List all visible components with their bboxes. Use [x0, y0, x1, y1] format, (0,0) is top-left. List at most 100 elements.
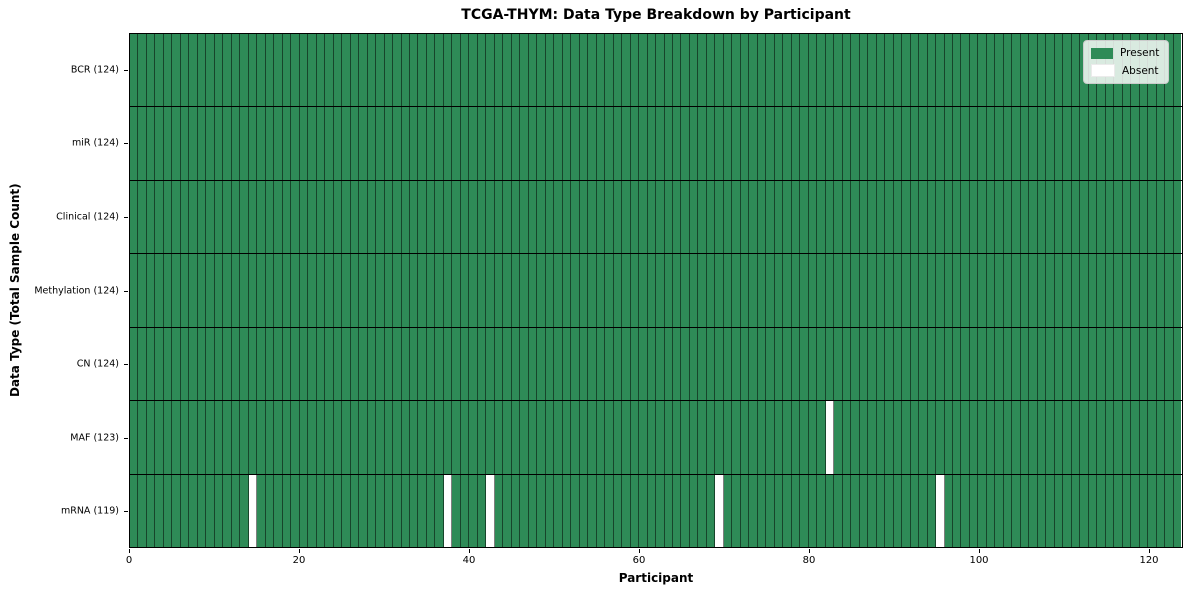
- heatmap-cell: [342, 401, 351, 474]
- heatmap-cell: [214, 34, 224, 107]
- y-axis: BCR (124) miR (124) Clinical (124) Methylat…: [0, 33, 129, 548]
- heatmap-cell: [1012, 327, 1021, 401]
- heatmap-cell: [1003, 180, 1013, 254]
- heatmap-cell: [630, 107, 640, 180]
- heatmap-cell: [257, 474, 266, 547]
- heatmap-cell: [435, 34, 444, 107]
- heatmap-cell: [308, 401, 317, 474]
- heatmap-cell: [613, 254, 623, 327]
- heatmap-cell: [180, 107, 190, 180]
- heatmap-cell: [1156, 180, 1166, 254]
- heatmap-cell: [257, 327, 266, 401]
- heatmap-cell: [579, 254, 589, 327]
- heatmap-cell: [791, 401, 801, 474]
- heatmap-cell: [927, 34, 937, 107]
- heatmap-cell: [1156, 327, 1166, 401]
- heatmap-cell: [579, 180, 589, 254]
- heatmap-cell: [503, 107, 512, 180]
- heatmap-cell: [1063, 34, 1072, 107]
- heatmap-cell: [927, 180, 937, 254]
- heatmap-cell: [910, 254, 920, 327]
- heatmap-cell: [155, 401, 164, 474]
- heatmap-cell: [1046, 180, 1055, 254]
- heatmap-cell: [130, 401, 139, 474]
- heatmap-cell: [426, 401, 436, 474]
- heatmap-cell: [537, 107, 546, 180]
- x-tick-mark: [299, 549, 300, 553]
- heatmap-cell: [401, 107, 410, 180]
- heatmap-cell: [588, 327, 597, 401]
- heatmap-cell: [571, 401, 580, 474]
- heatmap-cell: [1148, 254, 1157, 327]
- heatmap-cell: [1122, 180, 1132, 254]
- heatmap-cell: [265, 254, 275, 327]
- heatmap-cell: [291, 254, 300, 327]
- heatmap-cell: [978, 254, 987, 327]
- heatmap-cell: [265, 401, 275, 474]
- heatmap-cell: [274, 401, 283, 474]
- heatmap-cell: [868, 327, 877, 401]
- heatmap-cell: [715, 327, 724, 401]
- heatmap-cell: [834, 107, 843, 180]
- heatmap-cell: [851, 401, 860, 474]
- heatmap-cell: [647, 34, 657, 107]
- heatmap-cell: [1080, 327, 1089, 401]
- heatmap-cell: [554, 180, 563, 254]
- heatmap-cell: [477, 107, 487, 180]
- x-tick-label: 80: [802, 555, 816, 566]
- heatmap-cell: [486, 327, 495, 401]
- heatmap-cell: [1054, 254, 1064, 327]
- heatmap-cell: [927, 327, 937, 401]
- heatmap-cell: [808, 107, 818, 180]
- heatmap-cell: [1037, 180, 1047, 254]
- heatmap-row: [130, 326, 1182, 401]
- heatmap-cell: [961, 401, 970, 474]
- heatmap-cell: [469, 180, 478, 254]
- heatmap-cell: [723, 401, 733, 474]
- heatmap-cell: [1054, 107, 1064, 180]
- heatmap-cell: [706, 327, 716, 401]
- heatmap-cell: [1114, 401, 1123, 474]
- heatmap-cell: [511, 401, 521, 474]
- heatmap-cell: [969, 401, 979, 474]
- heatmap-cell: [316, 107, 326, 180]
- heatmap-cell: [452, 474, 461, 547]
- heatmap-cell: [774, 254, 784, 327]
- heatmap-cell: [1080, 254, 1089, 327]
- heatmap-cell: [528, 34, 538, 107]
- heatmap-cell: [1071, 180, 1081, 254]
- heatmap-cell: [749, 327, 758, 401]
- heatmap-cell: [639, 327, 648, 401]
- heatmap-cell: [257, 107, 266, 180]
- heatmap-cell: [528, 474, 538, 547]
- heatmap-cell: [749, 180, 758, 254]
- heatmap-cell: [783, 34, 792, 107]
- heatmap-cell: [197, 180, 207, 254]
- heatmap-cell: [197, 34, 207, 107]
- heatmap-cell: [223, 474, 232, 547]
- heatmap-cell: [367, 107, 377, 180]
- heatmap-cell: [969, 474, 979, 547]
- heatmap-cell: [766, 34, 775, 107]
- heatmap-cell: [588, 34, 597, 107]
- heatmap-cell: [155, 254, 164, 327]
- heatmap-cell: [622, 327, 631, 401]
- heatmap-cell: [130, 474, 139, 547]
- heatmap-cell: [1148, 401, 1157, 474]
- heatmap-row: [130, 106, 1182, 180]
- heatmap-cell: [639, 180, 648, 254]
- heatmap-cell: [969, 254, 979, 327]
- heatmap-cell: [1003, 474, 1013, 547]
- heatmap-cell: [189, 180, 198, 254]
- heatmap-cell: [689, 180, 699, 254]
- heatmap-cell: [342, 34, 351, 107]
- heatmap-cell: [333, 401, 343, 474]
- heatmap-cell: [1114, 474, 1123, 547]
- heatmap-cell: [919, 34, 928, 107]
- heatmap-cell: [1148, 474, 1157, 547]
- heatmap-cell: [927, 474, 937, 547]
- heatmap-cell: [1063, 107, 1072, 180]
- heatmap-cell: [995, 254, 1004, 327]
- heatmap-cell: [961, 254, 970, 327]
- heatmap-cell: [342, 474, 351, 547]
